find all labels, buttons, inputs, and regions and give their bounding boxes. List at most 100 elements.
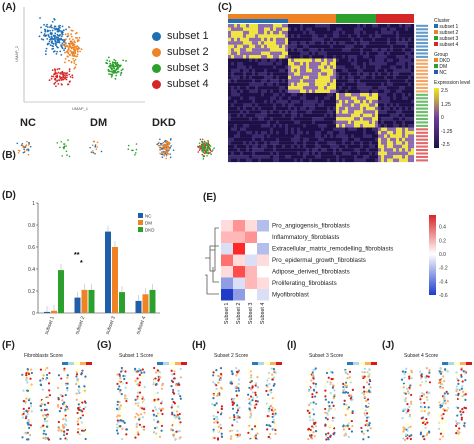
gene-heat-cell [255, 158, 259, 163]
gene-heat-cell [369, 24, 373, 28]
spatial-spot [238, 433, 241, 436]
gene-heat-cell [342, 37, 346, 42]
umap-point [73, 46, 75, 49]
gene-heat-cell [294, 144, 298, 149]
gene-heat-cell [300, 127, 304, 132]
gene-heat-cell [378, 106, 382, 111]
gene-heat-cell [333, 58, 337, 63]
gene-heat-cell [357, 117, 361, 121]
umap-split-point [164, 153, 166, 156]
spatial-spot [427, 406, 430, 409]
umap-point [54, 32, 57, 35]
spatial-spot [24, 426, 27, 429]
gene-heat-cell [282, 55, 286, 59]
gene-heat-cell [387, 144, 391, 149]
gene-heat-cell [378, 44, 382, 49]
spatial-spot [75, 373, 79, 376]
spatial-spot [142, 425, 146, 428]
gene-heat-cell [282, 155, 286, 159]
umap-point [71, 74, 74, 77]
umap-point [53, 68, 56, 71]
gene-heat-cell [384, 58, 388, 63]
spatial-map-h [211, 362, 282, 441]
gene-heat-cell [345, 44, 349, 49]
gene-heat-cell [345, 110, 349, 114]
spatial-spot [57, 405, 60, 408]
spatial-spot [156, 369, 159, 372]
spatial-spot [314, 385, 317, 388]
gene-heat-cell [354, 144, 358, 149]
umap-point [70, 33, 73, 36]
gene-heat-cell [297, 99, 301, 104]
gene-heat-cell [237, 134, 241, 138]
gene-heat-cell [393, 96, 397, 100]
gene-heat-cell [300, 65, 304, 69]
gene-heat-cell [282, 86, 286, 90]
gene-heat-cell [255, 51, 259, 56]
spatial-spot [457, 438, 460, 441]
gene-heat-cell [258, 41, 262, 45]
umap-point [111, 70, 113, 73]
gene-heat-cell [240, 144, 244, 149]
gene-heat-cell [336, 24, 340, 28]
gene-heat-cell [243, 96, 247, 100]
gene-heat-cell [312, 89, 316, 94]
umap-point [76, 55, 78, 58]
gene-heat-cell [261, 61, 265, 66]
gene-heat-cell [252, 93, 256, 97]
gene-name-tick [416, 76, 428, 79]
gene-heat-cell [369, 89, 373, 94]
gene-heat-cell [375, 127, 379, 132]
gene-heat-cell [237, 127, 241, 132]
gene-heat-cell [360, 51, 364, 56]
gene-heat-cell [273, 65, 277, 69]
gene-heat-cell [354, 137, 358, 142]
gene-heat-cell [288, 137, 292, 142]
gene-heat-cell [303, 148, 307, 152]
gene-heat-cell [300, 58, 304, 63]
spatial-spot [249, 428, 252, 431]
gene-heat-cell [324, 158, 328, 163]
gene-heat-cell [351, 68, 355, 73]
gene-heat-cell [408, 89, 412, 94]
gene-heat-cell [246, 75, 250, 80]
gene-heat-cell [360, 27, 364, 31]
umap-split-point [199, 144, 201, 147]
spatial-spot [254, 429, 257, 432]
gene-heat-cell [408, 158, 412, 163]
gene-heat-cell [273, 58, 277, 63]
gene-heat-cell [258, 120, 262, 125]
gene-heat-cell [393, 34, 397, 38]
spatial-spot [366, 429, 369, 432]
gene-name-tick [416, 100, 428, 103]
group-legend-item: DM [434, 64, 474, 70]
gene-heat-cell [282, 144, 286, 149]
gene-heat-cell [372, 68, 376, 73]
spatial-spot [143, 411, 146, 414]
gene-heat-cell [369, 144, 373, 149]
gene-heat-cell [288, 113, 292, 118]
gene-heat-cell [369, 34, 373, 38]
gene-heat-cell [327, 120, 331, 125]
gene-heat-cell [384, 34, 388, 38]
gene-heat-cell [357, 44, 361, 49]
spatial-spot [249, 416, 252, 419]
gene-heat-cell [315, 106, 319, 111]
umap-point [54, 81, 57, 84]
gene-heat-cell [291, 110, 295, 114]
gene-heat-cell [285, 44, 289, 49]
significance-mark: ** [74, 252, 80, 259]
spatial-spot [442, 412, 445, 416]
spatial-spot [236, 429, 239, 432]
umap-split-point [95, 148, 98, 150]
gene-heat-cell [291, 37, 295, 42]
spatial-spot [439, 393, 442, 396]
gene-heat-cell [234, 24, 238, 28]
gene-heat-cell [321, 68, 325, 73]
umap-point [57, 83, 60, 85]
gene-heat-cell [252, 134, 256, 138]
umap-point [50, 41, 53, 44]
spatial-spot [329, 391, 332, 395]
spatial-spot [82, 424, 85, 427]
gene-heat-cell [408, 24, 412, 28]
